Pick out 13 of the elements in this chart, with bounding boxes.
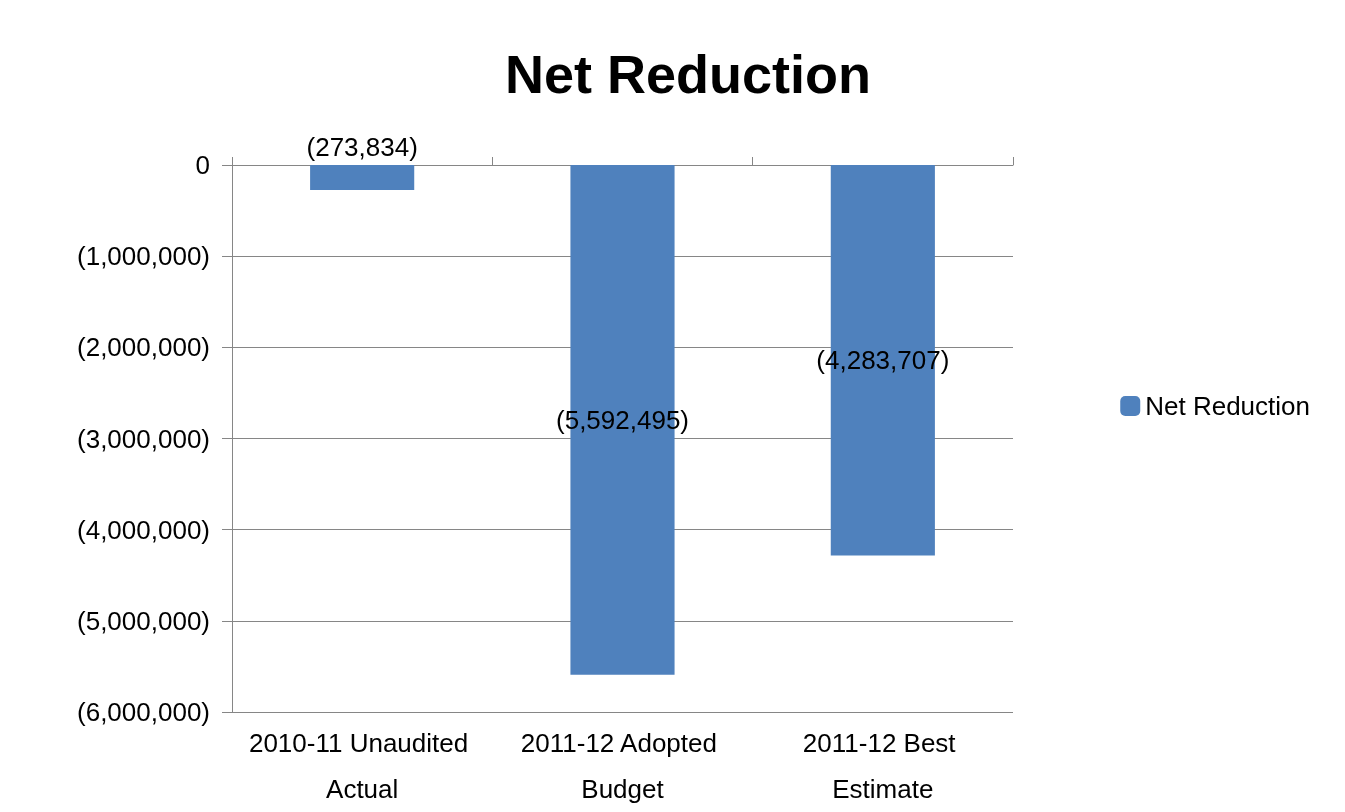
y-tick-label: (6,000,000) [77,697,210,727]
x-tick-label: 2011-12 Adopted Budget [520,728,725,804]
x-tick-label: 2011-12 Best Estimate [802,728,963,804]
y-tick-label: (1,000,000) [77,241,210,272]
y-tick-label: (4,000,000) [77,514,210,545]
data-label: (273,834) [306,132,418,162]
y-tick-label: (2,000,000) [77,332,210,363]
y-tick-label: (3,000,000) [77,423,210,454]
y-tick-label: 0 [195,150,210,180]
legend-label: Net Reduction [1145,391,1311,421]
x-tick-label: 2010-11 Unaudited Actual [248,728,476,804]
chart-title: Net Reduction [504,44,872,104]
y-tick-label: (5,000,000) [77,605,210,636]
